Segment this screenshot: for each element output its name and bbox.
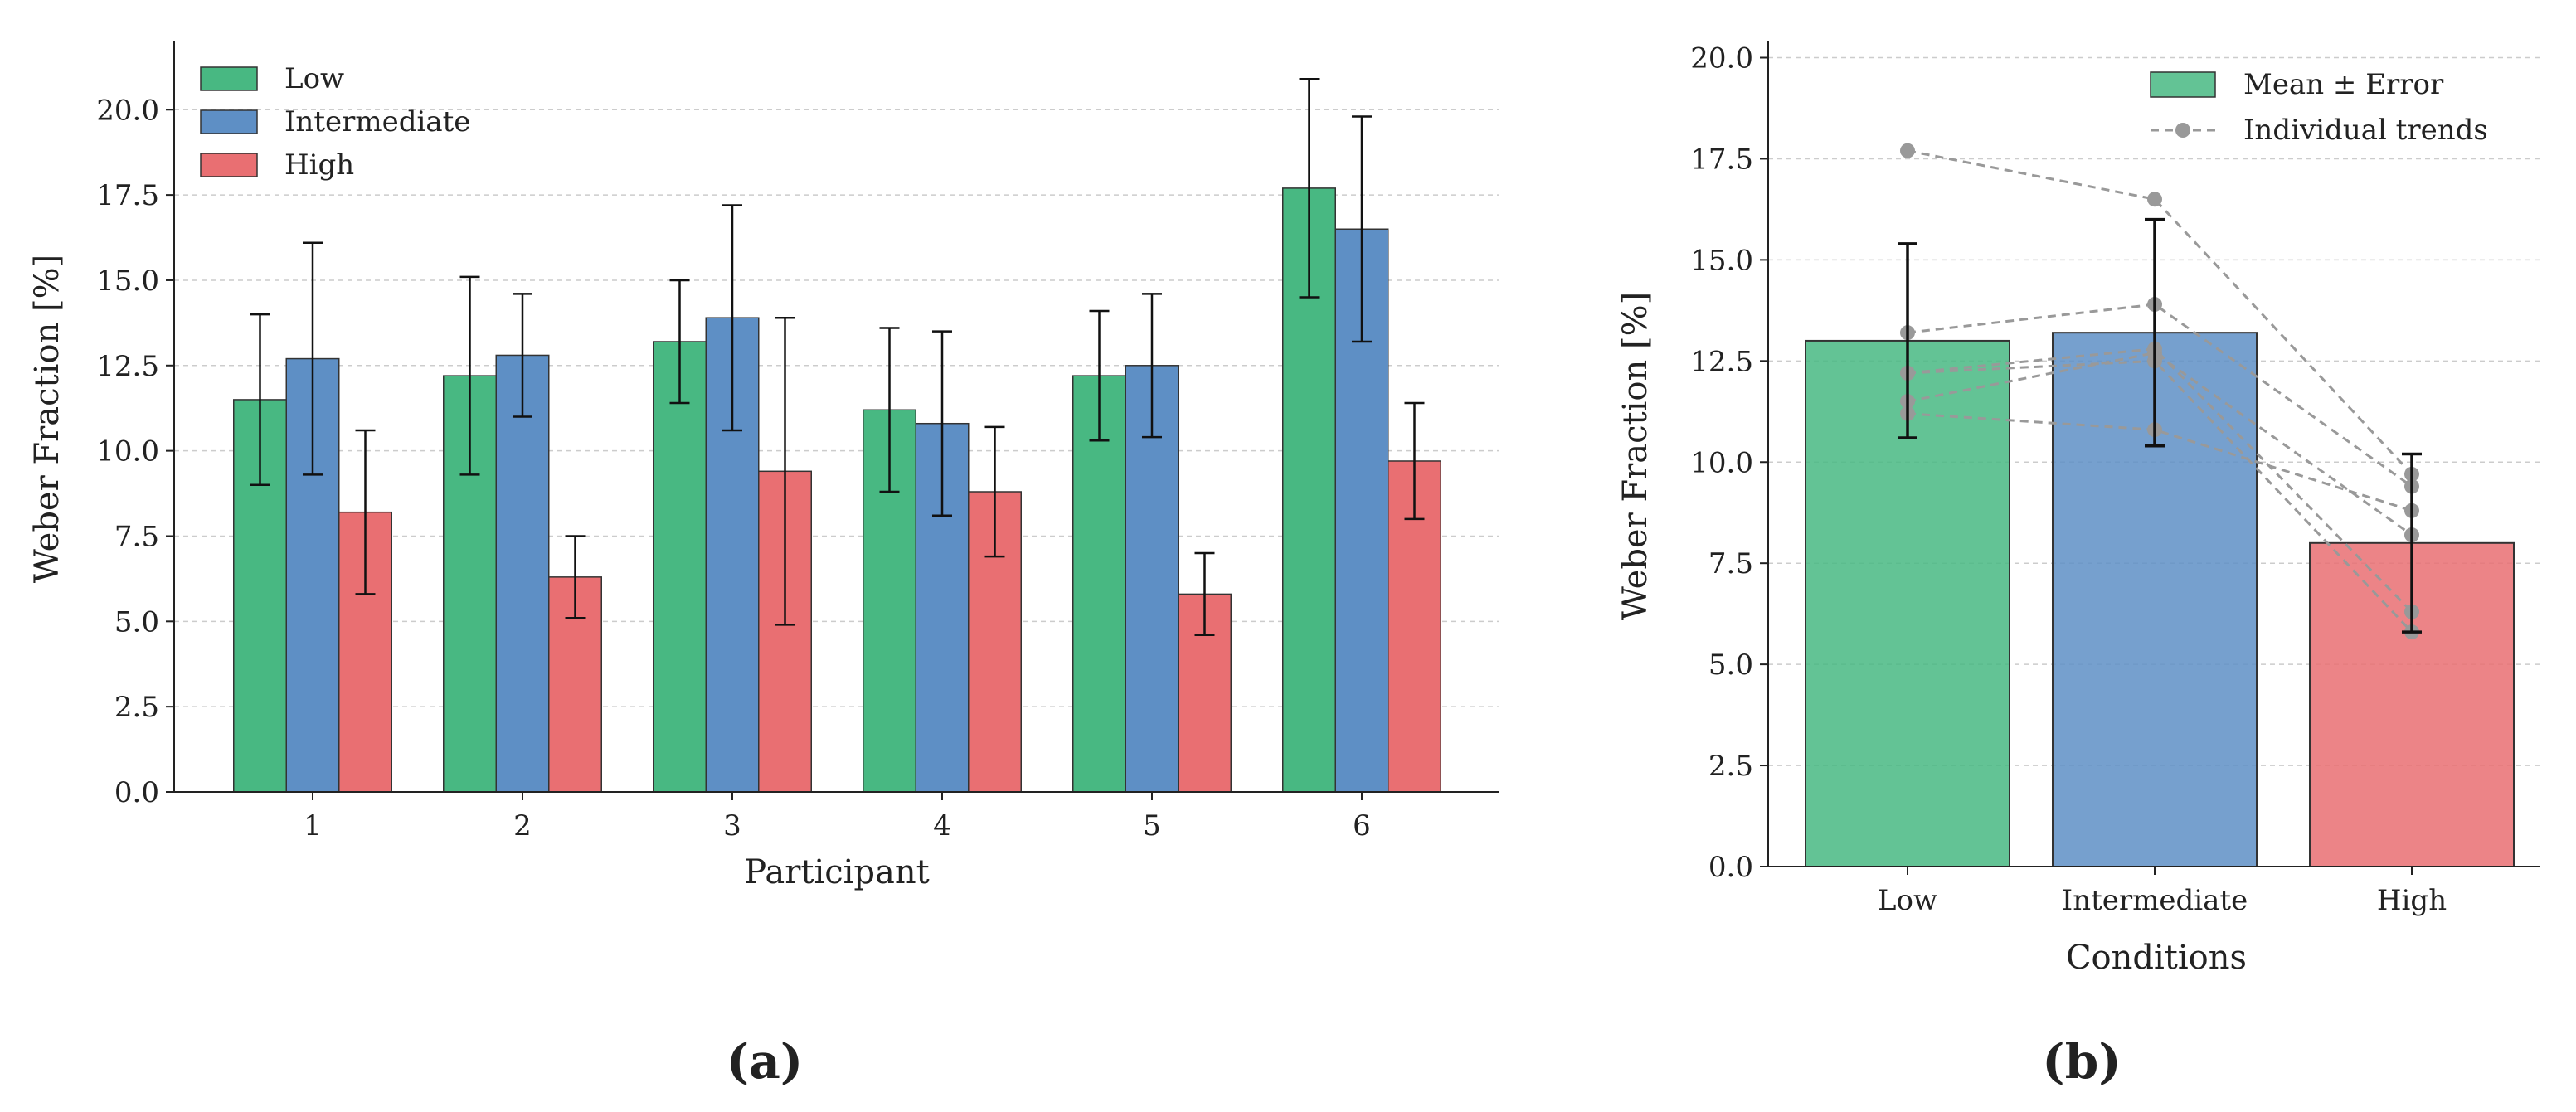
chart-b: 0.0 2.5 5.0 7.5 10.0 12.5 15.0 17.5 20.0 Low Inte… [1616, 41, 2540, 1090]
y-tick-label: 17.5 [1690, 143, 1753, 176]
y-tick-label: 0.0 [1708, 851, 1753, 884]
legend-label: Intermediate [284, 105, 470, 138]
chart-b-y-axis-label: Weber Fraction [%] [1616, 292, 1655, 620]
chart-b-error-bars [1898, 217, 2422, 634]
chart-a-bars [233, 187, 1441, 793]
trend-point [1900, 143, 1915, 158]
y-tick-label: 7.5 [114, 520, 159, 553]
chart-a-x-axis-label: Participant [744, 853, 929, 891]
chart-b-x-axis-label: Conditions [2066, 939, 2247, 977]
y-tick-label: 17.5 [96, 179, 159, 212]
x-tick-label: 6 [1353, 809, 1371, 842]
x-tick-label: 1 [304, 809, 322, 842]
y-tick-label: 5.0 [1708, 648, 1753, 682]
x-tick-label: Intermediate [2062, 884, 2248, 917]
x-tick-label: High [2377, 884, 2447, 917]
legend-label: High [284, 148, 354, 182]
y-tick-label: 0.0 [114, 776, 159, 809]
chart-a-error-bars [250, 78, 1425, 637]
chart-b-legend: Mean ± Error Individual trends [2150, 68, 2488, 147]
bar-low [653, 341, 707, 793]
y-tick-label: 15.0 [1690, 244, 1753, 277]
y-tick-label: 7.5 [1708, 547, 1753, 580]
y-tick-label: 20.0 [96, 94, 159, 127]
chart-a-y-ticks: 0.0 2.5 5.0 7.5 10.0 12.5 15.0 17.5 20.0 [96, 94, 174, 809]
panel-label-b: (b) [2042, 1033, 2121, 1090]
bar-low [1072, 375, 1126, 793]
trend-line [1907, 303, 2413, 488]
chart-b-x-ticks: Low Intermediate High [1878, 867, 2447, 917]
y-tick-label: 12.5 [1690, 345, 1753, 378]
x-tick-label: 4 [933, 809, 951, 842]
legend-swatch-high [200, 153, 258, 177]
y-tick-label: 12.5 [96, 350, 159, 383]
y-tick-label: 20.0 [1690, 42, 1753, 75]
y-tick-label: 5.0 [114, 605, 159, 639]
legend-marker-trend [2175, 123, 2190, 138]
legend-swatch-low [200, 66, 258, 91]
bar-intermediate [2052, 332, 2258, 868]
y-tick-label: 15.0 [96, 265, 159, 298]
y-tick-label: 2.5 [1708, 750, 1753, 783]
x-tick-label: 5 [1143, 809, 1161, 842]
panel-label-a: (a) [727, 1033, 803, 1090]
trend-line [1907, 347, 2413, 613]
chart-a-y-axis-label: Weber Fraction [%] [28, 255, 66, 583]
chart-a-gridlines [174, 109, 1499, 707]
legend-label: Low [284, 62, 344, 95]
bar-intermediate [495, 354, 550, 793]
chart-a-x-ticks: 1 2 3 4 5 6 [304, 792, 1371, 842]
y-tick-label: 2.5 [114, 691, 159, 724]
x-tick-label: 3 [723, 809, 741, 842]
y-tick-label: 10.0 [96, 435, 159, 469]
x-tick-label: 2 [513, 809, 532, 842]
legend-label-mean: Mean ± Error [2243, 68, 2444, 101]
chart-a-legend: Low Intermediate High [200, 62, 470, 182]
y-tick-label: 10.0 [1690, 446, 1753, 479]
legend-swatch-intermediate [200, 109, 258, 134]
chart-b-y-ticks: 0.0 2.5 5.0 7.5 10.0 12.5 15.0 17.5 20.0 [1690, 42, 1768, 884]
chart-b-bars [1805, 332, 2515, 868]
x-tick-label: Low [1878, 884, 1937, 917]
trend-point [2147, 192, 2162, 207]
legend-swatch-mean [2150, 71, 2216, 98]
legend-label-trend: Individual trends [2243, 114, 2488, 147]
